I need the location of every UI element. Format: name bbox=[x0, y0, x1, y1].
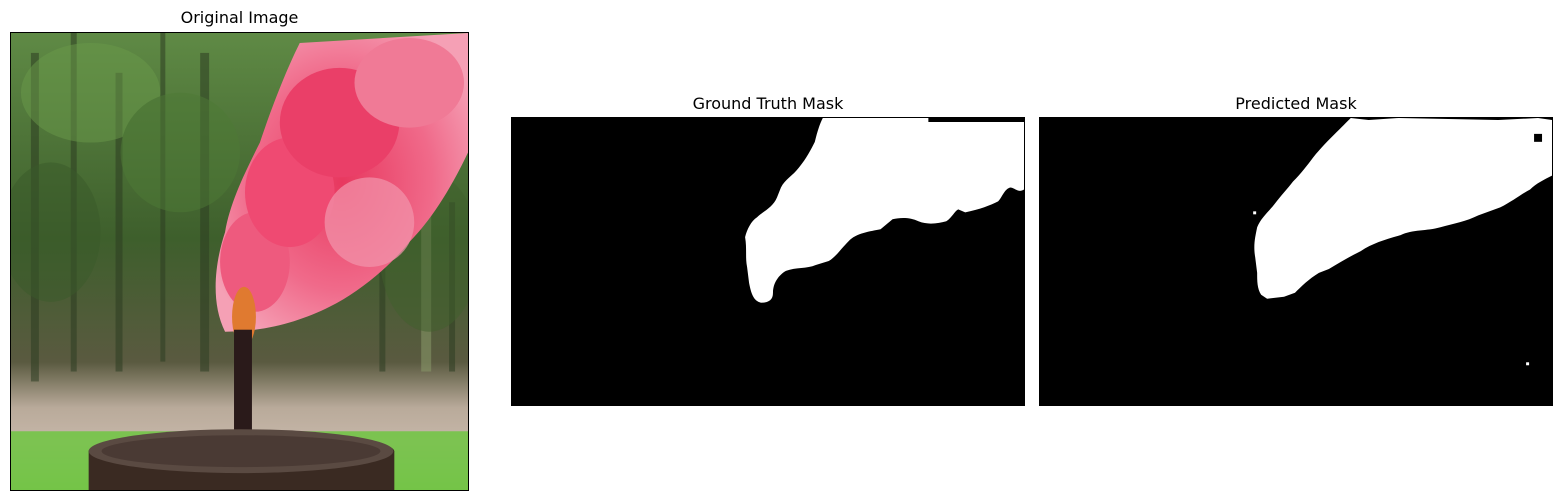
predicted-noise-1 bbox=[1534, 133, 1543, 142]
original-image-svg bbox=[11, 33, 468, 490]
predicted-noise-3 bbox=[1253, 211, 1257, 215]
barrel bbox=[88, 429, 395, 490]
ground-truth-mask-title: Ground Truth Mask bbox=[692, 94, 844, 113]
ground-truth-mask bbox=[511, 117, 1025, 406]
predicted-mask bbox=[1039, 117, 1553, 406]
predicted-smoke-region bbox=[1254, 118, 1552, 299]
ground-truth-mask-svg bbox=[512, 118, 1024, 405]
original-image-title: Original Image bbox=[180, 8, 299, 27]
ground-truth-smoke-region bbox=[745, 118, 1024, 303]
predicted-noise-2 bbox=[1526, 362, 1530, 366]
original-image bbox=[10, 32, 469, 491]
flare-stick bbox=[234, 329, 252, 458]
predicted-mask-svg bbox=[1040, 118, 1552, 405]
smoke-plume bbox=[215, 33, 468, 332]
predicted-mask-title: Predicted Mask bbox=[1235, 94, 1357, 113]
